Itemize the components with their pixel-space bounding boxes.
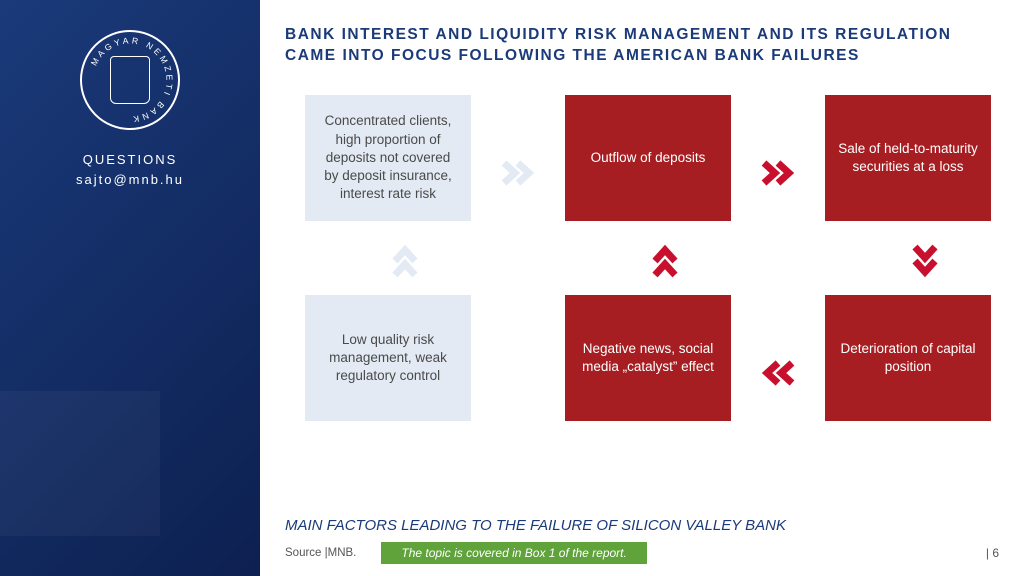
arrow-a_b6_b5 [750, 345, 806, 401]
source-label: Source |MNB. [285, 547, 356, 559]
questions-label: QUESTIONS [76, 150, 184, 170]
arrow-a_b1_b2 [490, 145, 546, 201]
main-content: BANK INTEREST AND LIQUIDITY RISK MANAGEM… [260, 0, 1024, 576]
box-sale-htm: Sale of held-to-maturity securities at a… [825, 95, 991, 221]
footer: Source |MNB. The topic is covered in Box… [285, 542, 999, 564]
arrow-a_b3_b6 [897, 233, 953, 289]
shield-icon [110, 56, 150, 104]
page-number: | 6 [986, 546, 999, 560]
box-concentrated-clients: Concentrated clients, high proportion of… [305, 95, 471, 221]
arrow-a_b2_b3 [750, 145, 806, 201]
questions-block: QUESTIONS sajto@mnb.hu [76, 150, 184, 189]
page-title: BANK INTEREST AND LIQUIDITY RISK MANAGEM… [285, 25, 999, 67]
sidebar: MAGYAR NEMZETI BANK QUESTIONS sajto@mnb.… [0, 0, 260, 576]
arrow-a_b4_b1 [377, 233, 433, 289]
footer-note: The topic is covered in Box 1 of the rep… [381, 542, 646, 564]
box-low-quality-risk: Low quality risk management, weak regula… [305, 295, 471, 421]
diagram-area: Concentrated clients, high proportion of… [285, 95, 999, 509]
box-outflow-deposits: Outflow of deposits [565, 95, 731, 221]
box-deterioration: Deterioration of capital position [825, 295, 991, 421]
questions-email: sajto@mnb.hu [76, 170, 184, 190]
arrow-a_b5_b2 [637, 233, 693, 289]
mnb-logo: MAGYAR NEMZETI BANK [80, 30, 180, 130]
sidebar-square [0, 391, 160, 536]
box-negative-news: Negative news, social media „catalyst” e… [565, 295, 731, 421]
diagram-subtitle: MAIN FACTORS LEADING TO THE FAILURE OF S… [285, 517, 999, 534]
